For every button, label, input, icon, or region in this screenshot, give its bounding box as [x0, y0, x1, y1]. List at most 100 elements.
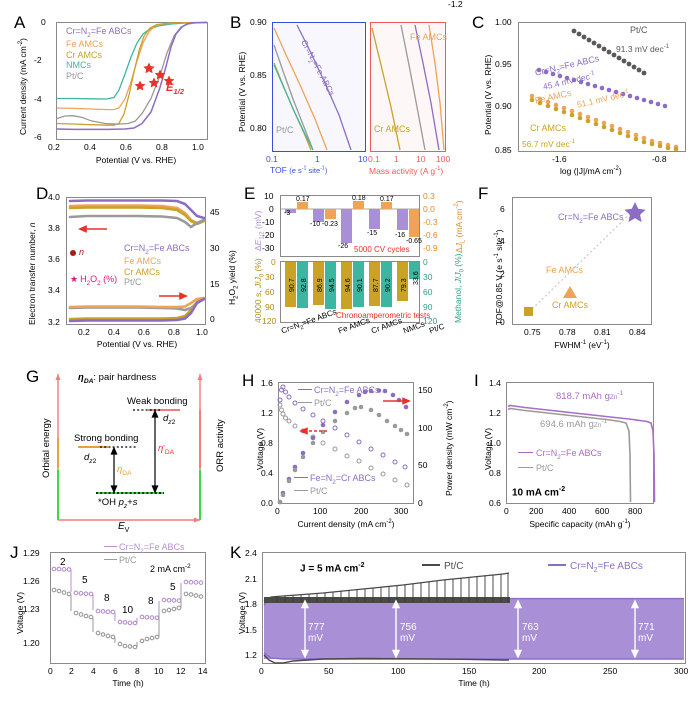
panel-a-ytick-1: -2: [34, 55, 42, 65]
panel-j-step-5: 5: [170, 582, 176, 593]
panel-b-right-label-cr: Cr AMCs: [374, 124, 410, 134]
panel-d-ytick-l-3: 3.4: [48, 285, 60, 295]
panel-e-dE-label-2: -26: [338, 243, 349, 250]
panel-b-letter: B: [230, 13, 242, 32]
panel-b-right-xtick-1: 1: [394, 154, 399, 164]
panel-d-ytick-r-0: 45: [210, 207, 220, 217]
panel-a-frame: [56, 22, 208, 140]
panel-b-left-xlabel-main: TOF: [270, 165, 287, 175]
panel-e-top-ytick-l-2: -10: [262, 217, 275, 227]
panel-e-top-ytick-l-1: 0: [269, 204, 274, 214]
panel-j-step-1: 5: [82, 575, 88, 586]
panel-e-dE-label-0: -3: [284, 210, 291, 217]
panel-f-label-fe: Fe AMCs: [546, 265, 584, 275]
panel-j-step-3: 10: [122, 605, 134, 616]
panel-a-legend-item-2: Cr AMCs: [66, 49, 102, 60]
panel-a-e-half-text: E: [166, 82, 174, 94]
panel-d-xtick-0: 0.2: [78, 327, 90, 337]
panel-j-xtick-5: 10: [154, 666, 164, 676]
panel-g-dz2-left-label: dz2: [84, 452, 97, 465]
panel-e-bot-ytick-l-1: 30: [265, 272, 275, 282]
panel-j-plot: [51, 566, 204, 650]
panel-e-bot-ytick-l-3: 90: [265, 302, 275, 312]
panel-d: D 4.0 3.8 3.6 3.4 3.2 45 30 15 0 0.2 0.4…: [0, 175, 240, 360]
line-marker-icon: [104, 559, 117, 561]
panel-b-right-xlabel-main: Mass activity (A g: [369, 165, 436, 176]
panel-c: C 1.00 0.95 0.90 0.85 -1.6 -1.2 -0.8 log…: [448, 0, 699, 175]
panel-a-ylabel: Current density (mA cm-2): [18, 38, 28, 135]
panel-d-ylabel-left-pre: Electron transfer number,: [27, 227, 37, 325]
panel-a-e-half-annotation: E1/2: [166, 82, 184, 96]
panel-c-xtick-0: -1.6: [552, 154, 567, 164]
panel-h-legend-bottom: Fe=N2=Cr ABCs Pt/C: [294, 473, 376, 497]
panel-d-plot: [68, 199, 206, 323]
panel-h-legend-top-1: Pt/C: [298, 398, 380, 409]
panel-d-legend: Cr=N2=Fe ABCs Fe AMCs Cr AMCs Pt/C: [124, 243, 190, 288]
panel-i-annotation-ptc: 694.6 mAh gZn-1: [540, 418, 608, 431]
panel-e-bot-ytick-l-4: 120: [262, 316, 277, 326]
panel-e-bot-ytick-r-0: 0: [423, 257, 428, 267]
panel-b-ytick-1: 0.85: [250, 70, 267, 80]
panel-c-slope-cr-text: 56.7 mV dec: [522, 139, 570, 149]
panel-b-right-frame: [370, 22, 446, 152]
line-marker-icon: [298, 389, 312, 390]
panel-b-right-xlabel-tail: ): [440, 165, 444, 176]
panel-e-top-ylabel-left: ΔE1/2 (mV): [253, 210, 266, 251]
panel-k-xtick-6: 300: [674, 666, 689, 676]
line-marker-icon: [422, 564, 440, 566]
panel-k-gap-0: 777 mV: [308, 622, 325, 644]
panel-a-ytick-2: -4: [34, 94, 42, 104]
panel-e-bot-ytick-l-0: 0: [271, 257, 276, 267]
panel-f-label-cr: Cr AMCs: [552, 300, 588, 310]
panel-e-dJ-label-0: 0.17: [296, 196, 310, 203]
panel-k-xtick-2: 100: [391, 666, 406, 676]
panel-e-top-ytick-r-3: -0.6: [423, 230, 438, 240]
panel-i-xtick-3: 600: [595, 506, 610, 516]
panel-e-top-ytick-r-1: 0.0: [423, 204, 435, 214]
panel-d-ytick-l-0: 4.0: [48, 192, 60, 202]
panel-a-legend-item-1: Fe AMCs: [66, 39, 104, 50]
panel-i: I 1.4 1.2 1.0 0.8 0.6 0 200 400 600 800 …: [450, 360, 699, 538]
panel-f-letter: F: [478, 184, 489, 203]
panel-e-bottom-frame: [280, 261, 420, 323]
panel-f-ylabel: TOF@0.85 V (e s-1 site-1): [493, 229, 504, 325]
panel-f-frame: [512, 197, 652, 325]
panel-a-legend-item-3: NMCs: [66, 60, 91, 71]
panel-k-xtick-5: 250: [603, 666, 618, 676]
panel-i-ytick-3: 1.2: [489, 408, 501, 418]
panel-e-methanol-label-2: 90.1: [357, 278, 364, 292]
panel-j-legend-0: Cr=N2=Fe ABCs: [104, 542, 185, 555]
panel-b-right-xlabel-sup: -1: [435, 166, 441, 172]
panel-k-ytick-4: 2.4: [245, 548, 257, 558]
panel-c-ytick-2: 0.90: [495, 101, 512, 111]
panel-c-slope-cr: 56.7 mV dec-1: [522, 139, 575, 149]
panel-a-plot: [56, 21, 208, 131]
panel-i-condition: 10 mA cm-2: [512, 486, 566, 499]
panel-e-dJ-label-2: 0.18: [352, 195, 366, 202]
panel-d-legend-item-0: Cr=N2=Fe ABCs: [124, 243, 190, 256]
panel-i-legend-0: Cr=N2=Fe ABCs: [518, 448, 602, 461]
panel-f-xtick-2: 0.81: [594, 327, 611, 337]
panel-j-ytick-1: 1.23: [23, 604, 40, 614]
panel-c-slope-ptc: 91.3 mV dec-1: [616, 44, 669, 54]
panel-d-key-h2o2: ★ H2O2 (%): [70, 273, 118, 287]
panel-e-methanol-label-1: 94.5: [329, 278, 336, 292]
panel-g-ev-label: EV: [118, 521, 130, 534]
panel-c-xlabel: log (|J|/mA cm-2): [560, 166, 622, 176]
line-marker-icon: [548, 564, 566, 566]
panel-c-slope-cr-sup: -1: [569, 139, 576, 146]
panel-b-right-xtick-3: 100: [436, 154, 451, 164]
panel-a-xtick-2: 0.6: [120, 142, 132, 152]
panel-h-legend-top: Cr=N2=Fe ABCs Pt/C: [298, 385, 380, 409]
panel-k-xtick-3: 150: [462, 666, 477, 676]
panel-c-slope-abc-sup: -1: [588, 70, 596, 78]
panel-d-xtick-3: 0.8: [168, 327, 180, 337]
panel-j-xlabel: Time (h): [112, 678, 144, 688]
panel-b-right-plot: [371, 24, 445, 151]
panel-j-ylabel: Voltage (V): [15, 591, 25, 634]
panel-b-right-xtick-0: 0.1: [368, 154, 380, 164]
panel-h-ytick-r-2: 100: [418, 423, 433, 433]
panel-c-xtick-2: -0.8: [652, 154, 667, 164]
panel-c-slope-ptc-sup: -1: [663, 44, 670, 51]
